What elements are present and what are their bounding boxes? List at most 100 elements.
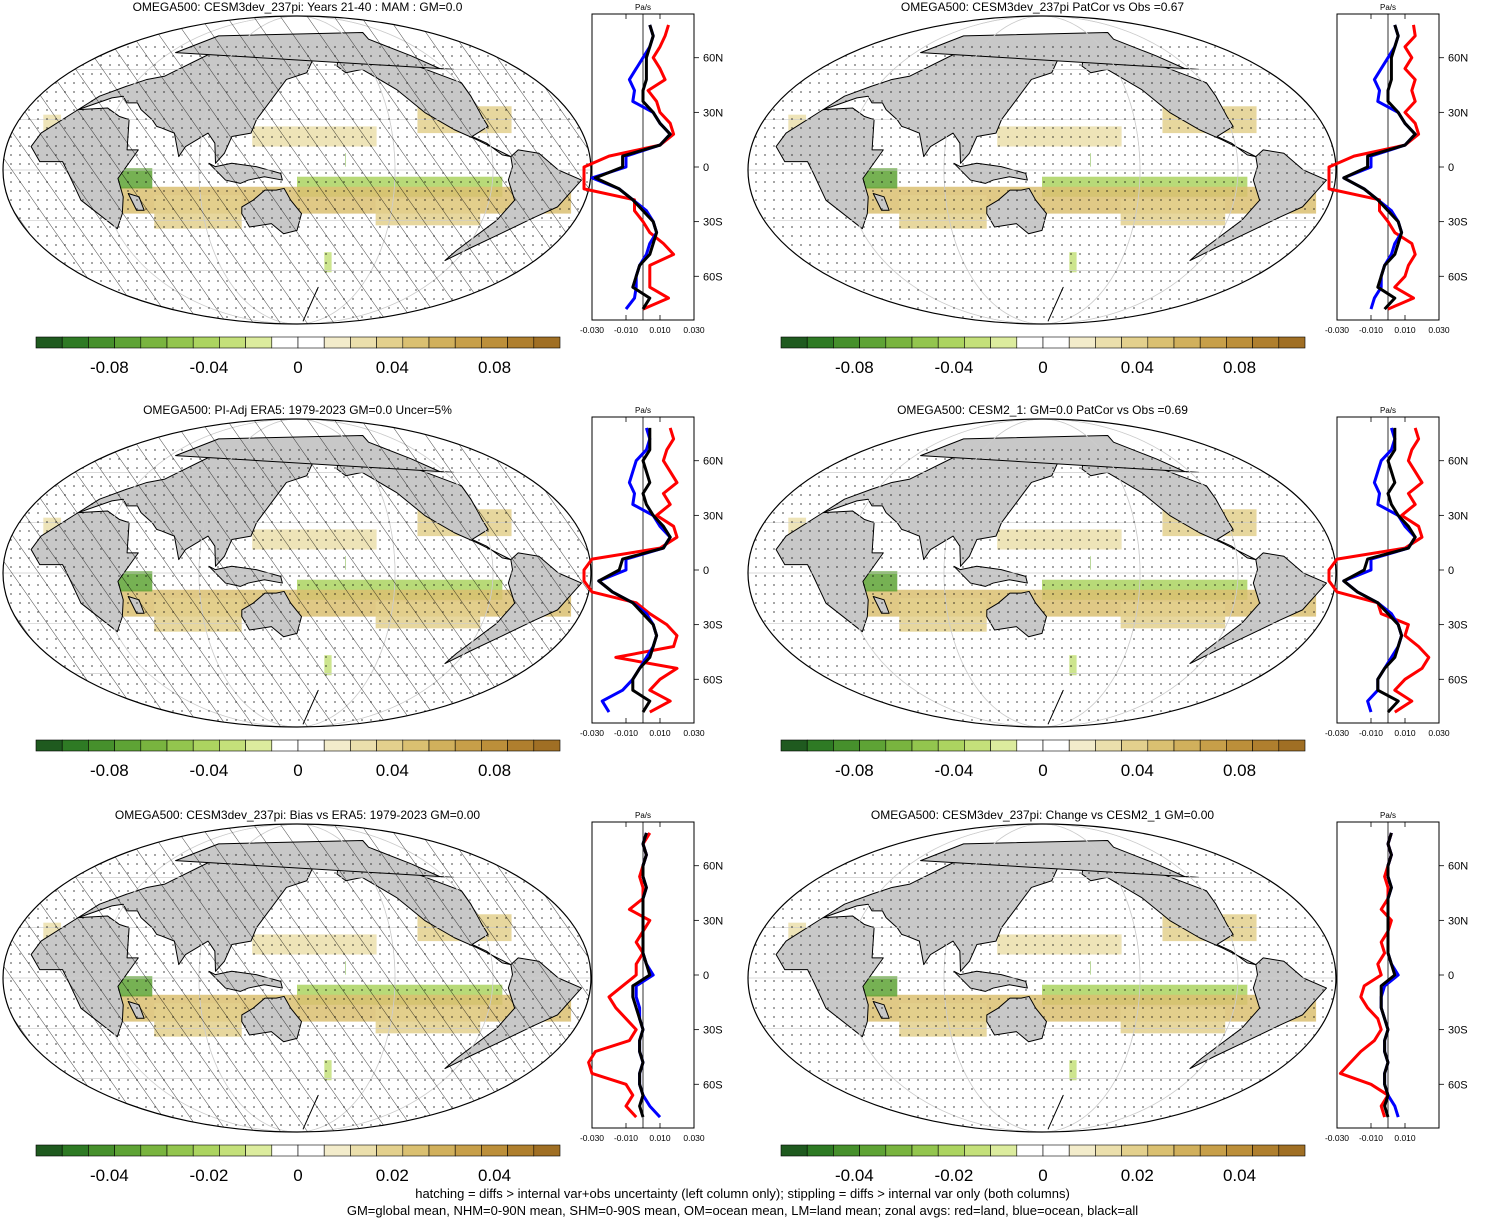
colorbar-swatch (937, 336, 965, 349)
colorbar-swatch (1121, 739, 1149, 752)
colorbar-label: 0.08 (478, 358, 511, 377)
colorbar-swatch (1199, 336, 1227, 349)
stippling-overlay (3, 443, 591, 723)
colorbar-swatch (780, 336, 808, 349)
panel-title: OMEGA500: PI-Adj ERA5: 1979-2023 GM=0.0 … (143, 403, 452, 417)
zonal-line-ocean (597, 427, 672, 713)
colorbar-swatch (61, 336, 89, 349)
zonal-lat-label: 60S (1448, 271, 1468, 283)
map: -0.08 -0.04 0 0.04 0.08 Pa/s 60N 30N 0 30S 60S -0.0… (2, 3, 723, 377)
colorbar-swatch (35, 739, 63, 752)
colorbar-swatch (1147, 739, 1175, 752)
colorbar-swatch (533, 739, 561, 752)
colorbar-swatch (1121, 1144, 1149, 1157)
colorbar-swatch (911, 739, 939, 752)
stippling-overlay (3, 848, 591, 1128)
colorbar-swatch (245, 739, 273, 752)
colorbar-swatch (271, 1144, 299, 1157)
colorbar-swatch (1252, 1144, 1280, 1157)
colorbar-swatch (192, 1144, 220, 1157)
colorbar-swatch (859, 739, 887, 752)
zonal-x-label: -0.010 (614, 728, 638, 738)
zonal-line-all (1342, 24, 1417, 311)
zonal-x-label: -0.010 (1359, 325, 1383, 335)
zonal-line-all (593, 24, 672, 310)
colorbar-swatch (1095, 1144, 1122, 1157)
stippling-overlay (748, 848, 1336, 1128)
zonal-x-label: -0.030 (580, 728, 604, 738)
zonal-unit-label: Pa/s (1380, 3, 1396, 12)
colorbar-swatch (1042, 336, 1070, 349)
colorbar-swatch (350, 336, 377, 349)
colorbar-swatch (428, 739, 456, 752)
panel-1: OMEGA500: CESM3dev_237pi: Years 21-40 : … (0, 0, 740, 380)
zonal-unit-label: Pa/s (635, 3, 651, 12)
map-field (748, 824, 1336, 1132)
zonal-lat-label: 30S (703, 1025, 723, 1037)
colorbar-swatch (88, 336, 115, 349)
colorbar-label: -0.08 (90, 358, 129, 377)
colorbar-swatch (806, 739, 834, 752)
panel-title: OMEGA500: CESM3dev_237pi: Years 21-40 : … (132, 0, 463, 14)
zonal-x-label: 0.030 (1428, 325, 1450, 335)
zonal-x-label: -0.030 (1325, 1133, 1349, 1143)
panel-3: OMEGA500: PI-Adj ERA5: 1979-2023 GM=0.0 … (0, 403, 740, 783)
map: -0.04 -0.02 0 0.02 0.04 Pa/s 60N 30N 0 30S 60S -0.0… (747, 811, 1468, 1185)
zonal-x-label: -0.010 (614, 325, 638, 335)
colorbar-swatch (1095, 336, 1122, 349)
colorbar-swatch (166, 1144, 194, 1157)
colorbar-swatch (88, 739, 115, 752)
zonal-lat-label: 30N (703, 510, 723, 522)
colorbar-swatch (911, 336, 939, 349)
colorbar-label: -0.04 (90, 1166, 129, 1185)
panel-6: OMEGA500: CESM3dev_237pi: Change vs CESM… (745, 808, 1485, 1188)
colorbar-swatch (114, 739, 142, 752)
colorbar-swatch (806, 336, 834, 349)
zonal-x-label: 0.010 (1394, 325, 1416, 335)
panel-title: OMEGA500: CESM3dev_237pi PatCor vs Obs =… (900, 0, 1185, 14)
colorbar-swatch (35, 1144, 63, 1157)
panel-5: OMEGA500: CESM3dev_237pi: Bias vs ERA5: … (0, 808, 740, 1188)
colorbar-swatch (507, 1144, 535, 1157)
zonal-lat-label: 60S (1448, 1079, 1468, 1091)
colorbar-swatch (780, 739, 808, 752)
map: -0.08 -0.04 0 0.04 0.08 Pa/s 60N 30N 0 30S 60S -0.0… (747, 406, 1468, 780)
zonal-x-label: 0.030 (1428, 728, 1450, 738)
colorbar-swatch (937, 739, 965, 752)
colorbar-label: 0 (1038, 761, 1047, 780)
colorbar-swatch (376, 1144, 404, 1157)
map-field (748, 16, 1336, 324)
colorbar-label: -0.02 (190, 1166, 229, 1185)
colorbar-swatch (271, 739, 299, 752)
colorbar-swatch (454, 1144, 482, 1157)
panel-title: OMEGA500: CESM3dev_237pi: Change vs CESM… (870, 808, 1215, 822)
map: -0.08 -0.04 0 0.04 0.08 Pa/s 60N 30N 0 30S 60S -0.0… (747, 3, 1468, 377)
colorbar-swatch (780, 1144, 808, 1157)
colorbar-swatch (1042, 739, 1070, 752)
zonal-lat-label: 60N (1448, 861, 1468, 873)
zonal-lat-label: 60N (703, 861, 723, 873)
colorbar-swatch (428, 336, 456, 349)
colorbar-swatch (1121, 336, 1149, 349)
colorbar-label: -0.04 (190, 358, 229, 377)
panel-2: OMEGA500: CESM3dev_237pi PatCor vs Obs =… (745, 0, 1485, 380)
colorbar-swatch (350, 739, 377, 752)
zonal-x-label: -0.030 (580, 325, 604, 335)
zonal-line-land (1327, 427, 1431, 714)
zonal-x-label: 0.030 (683, 1133, 705, 1143)
colorbar-label: 0.02 (1121, 1166, 1154, 1185)
colorbar-swatch (245, 1144, 273, 1157)
colorbar-swatch (114, 1144, 142, 1157)
colorbar-label: 0.04 (376, 761, 409, 780)
zonal-x-label: 0.010 (1394, 1133, 1416, 1143)
zonal-lat-label: 30N (1448, 915, 1468, 927)
colorbar-label: 0.04 (1121, 358, 1154, 377)
zonal-line-land (1327, 24, 1421, 311)
colorbar-swatch (1042, 1144, 1070, 1157)
zonal-lat-label: 60S (1448, 674, 1468, 686)
zonal-line-all (597, 427, 672, 713)
colorbar-swatch (990, 739, 1018, 752)
map-field (3, 16, 591, 324)
colorbar-swatch (937, 1144, 965, 1157)
colorbar-swatch (61, 739, 89, 752)
